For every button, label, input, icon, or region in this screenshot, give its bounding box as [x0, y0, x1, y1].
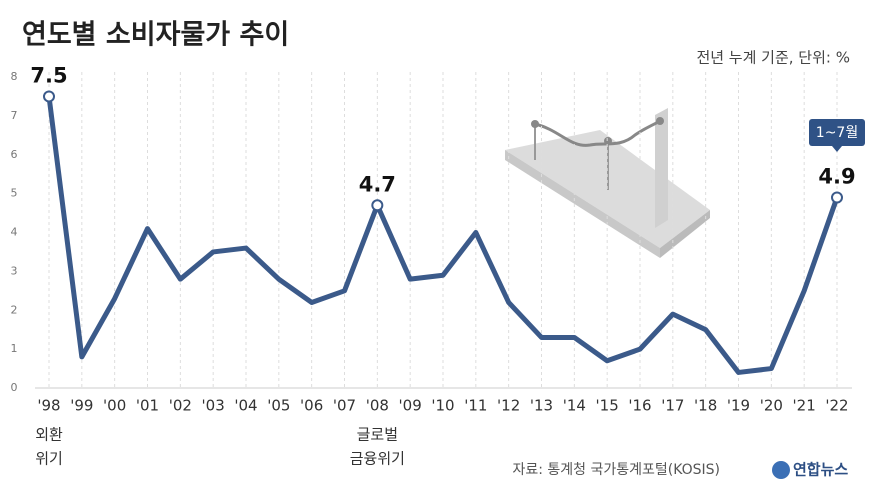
y-tick-label: 1 — [11, 342, 18, 355]
callout-pointer — [832, 146, 842, 152]
callout-box — [809, 119, 865, 146]
line — [46, 96, 840, 375]
x-tick-label: '98 — [37, 397, 60, 415]
x-tick-label: '04 — [234, 397, 257, 415]
y-tick-label: 3 — [11, 264, 18, 277]
x-tick-label: '20 — [760, 397, 783, 415]
value-label: 4.9 — [818, 165, 855, 189]
x-tick-label: '15 — [596, 397, 619, 415]
x-tick-label: '99 — [70, 397, 93, 415]
y-tick-label: 2 — [11, 303, 18, 316]
x-tick-label: '21 — [793, 397, 816, 415]
x-tick-label: '17 — [661, 397, 684, 415]
x-tick-label: '07 — [333, 397, 356, 415]
value-label: 7.5 — [30, 63, 67, 87]
y-tick-label: 4 — [11, 226, 18, 239]
point — [43, 90, 55, 103]
x-tick-label: '00 — [103, 397, 126, 415]
y-tick-label: 0 — [11, 381, 18, 394]
logo-icon — [772, 461, 790, 479]
y-tick-label: 7 — [11, 109, 18, 122]
source: 자료: 통계청 국가통계포털(KOSIS) — [512, 462, 720, 478]
x-tick-label: '14 — [563, 397, 586, 415]
x-tick-label: '01 — [136, 397, 159, 415]
x-tick-label: '06 — [300, 397, 323, 415]
x-tick-label: '16 — [628, 397, 651, 415]
x-tick-label: '11 — [464, 397, 487, 415]
x-tick-label: '10 — [431, 397, 454, 415]
x-tick-label: '02 — [169, 397, 192, 415]
y-tick-label: 8 — [11, 70, 18, 83]
x-tick-label: '08 — [366, 397, 389, 415]
x-tick-label: '19 — [727, 397, 750, 415]
annotation: 외환 — [35, 426, 63, 444]
y-tick-label: 6 — [11, 148, 18, 161]
chart-title: 연도별 소비자물가 추이 — [22, 20, 289, 51]
x-tick-label: '12 — [497, 397, 520, 415]
x-tick-label: '03 — [202, 397, 225, 415]
annotation: 금융위기 — [350, 450, 405, 468]
y-tick-label: 5 — [11, 187, 18, 200]
x-tick-label: '13 — [530, 397, 553, 415]
annotation: 글로벌 — [357, 426, 398, 444]
callout-text: 1~7월 — [816, 125, 858, 141]
chart-subtitle: 전년 누계 기준, 단위: % — [696, 49, 850, 67]
point — [371, 199, 384, 212]
x-tick-label: '18 — [694, 397, 717, 415]
x-tick-label: '22 — [825, 397, 848, 415]
annotation: 위기 — [35, 450, 63, 468]
x-tick-label: '09 — [399, 397, 422, 415]
x-tick-label: '05 — [267, 397, 290, 415]
value-label: 4.7 — [359, 172, 396, 196]
point — [831, 191, 843, 204]
logo: 연합뉴스 — [793, 461, 848, 479]
